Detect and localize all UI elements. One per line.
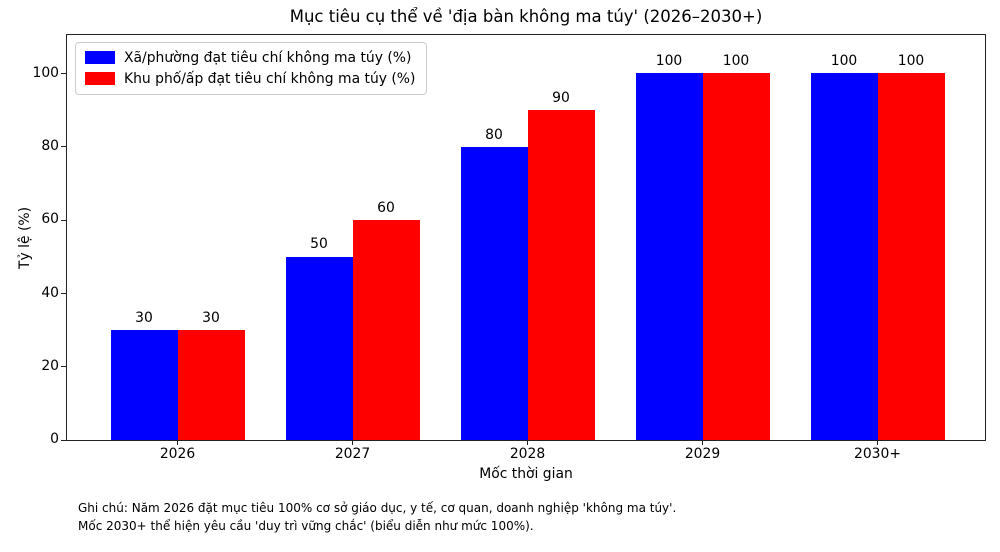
bar-value-label: 30 — [135, 309, 153, 326]
bar-value-label: 100 — [722, 53, 750, 70]
bar-value-label: 100 — [897, 53, 925, 70]
bar-value-label: 50 — [310, 236, 328, 253]
chart-title: Mục tiêu cụ thể về 'địa bàn không ma túy… — [289, 7, 763, 26]
bar-2029-series0 — [635, 73, 703, 440]
legend-swatch-red — [85, 72, 115, 86]
x-tick-label: 2029 — [684, 446, 721, 462]
bar-2030+-series1 — [877, 73, 945, 440]
y-axis-label-container: Tỷ lệ (%) — [16, 34, 34, 441]
bar-2027-series1 — [352, 220, 420, 440]
y-tick-label: 0 — [50, 431, 59, 448]
y-tick-mark — [61, 366, 66, 368]
x-tick-label: 2026 — [159, 446, 196, 462]
x-tick-mark — [177, 440, 178, 445]
legend-item-xa-phuong: Xã/phường đạt tiêu chí không ma túy (%) — [85, 50, 415, 66]
y-tick-label: 20 — [41, 357, 59, 374]
bar-2026-series0 — [110, 330, 178, 440]
bar-2028-series0 — [460, 146, 528, 440]
y-tick-mark — [61, 292, 66, 294]
bar-value-label: 80 — [485, 126, 503, 143]
bar-2030+-series0 — [810, 73, 878, 440]
legend-label: Khu phố/ấp đạt tiêu chí không ma túy (%) — [124, 70, 416, 87]
bar-2026-series1 — [177, 330, 245, 440]
x-tick-mark — [702, 440, 703, 445]
x-tick-label: 2027 — [334, 446, 371, 462]
legend-swatch-blue — [85, 51, 115, 65]
y-tick-mark — [61, 439, 66, 441]
footnote-line-2: Mốc 2030+ thể hiện yêu cầu 'duy trì vững… — [78, 519, 534, 533]
x-axis-label: Mốc thời gian — [479, 466, 573, 482]
bar-value-label: 30 — [202, 309, 220, 326]
y-tick-label: 40 — [41, 284, 59, 301]
y-tick-mark — [61, 146, 66, 148]
y-tick-mark — [61, 219, 66, 221]
bar-value-label: 90 — [552, 89, 570, 106]
y-tick-label: 100 — [32, 64, 59, 81]
legend-item-khu-pho: Khu phố/ấp đạt tiêu chí không ma túy (%) — [85, 71, 415, 87]
legend: Xã/phường đạt tiêu chí không ma túy (%) … — [75, 42, 428, 95]
bar-2027-series0 — [285, 256, 353, 440]
bar-2028-series1 — [527, 110, 595, 440]
y-tick-mark — [61, 72, 66, 74]
legend-label: Xã/phường đạt tiêu chí không ma túy (%) — [124, 50, 412, 66]
x-tick-mark — [877, 440, 878, 445]
y-tick-label: 80 — [41, 137, 59, 154]
y-tick-label: 60 — [41, 211, 59, 228]
x-tick-label: 2028 — [509, 446, 546, 462]
footnote-line-1: Ghi chú: Năm 2026 đặt mục tiêu 100% cơ s… — [78, 501, 677, 515]
bar-value-label: 100 — [655, 53, 683, 70]
bar-value-label: 100 — [830, 53, 858, 70]
bar-value-label: 60 — [377, 199, 395, 216]
plot-area: 0 20 40 60 80 100 2026 30 30 2027 50 60 2028 80 90 2029… — [32, 34, 986, 462]
x-tick-mark — [352, 440, 353, 445]
x-tick-mark — [527, 440, 528, 445]
bar-2029-series1 — [702, 73, 770, 440]
x-tick-label: 2030+ — [854, 446, 901, 462]
